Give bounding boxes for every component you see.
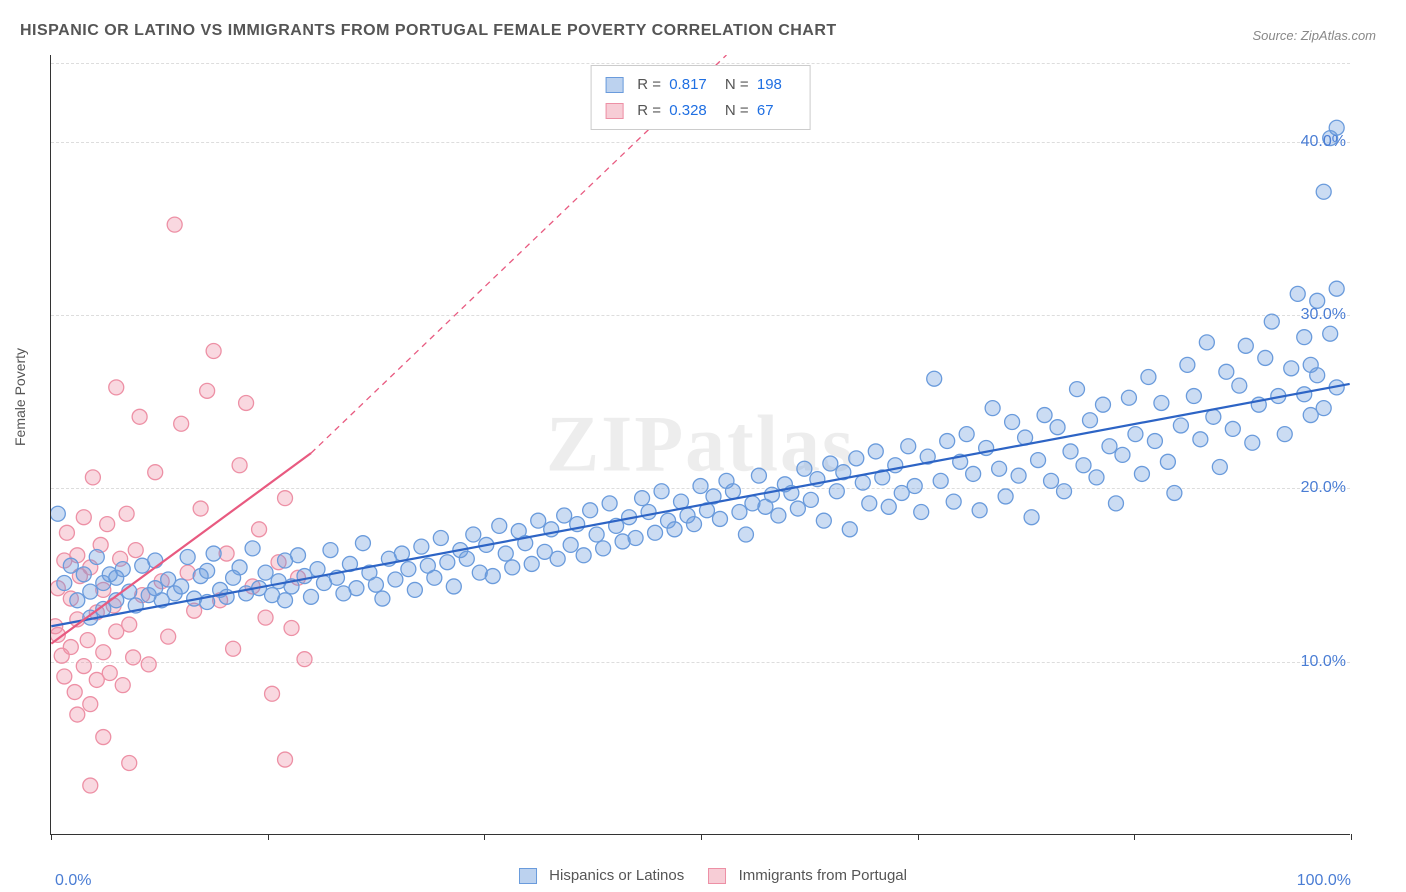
source-label: Source: ZipAtlas.com [1252,28,1376,43]
x-tick [484,834,485,840]
pink-n-value: 67 [757,102,774,119]
series-legend: Hispanics or Latinos Immigrants from Por… [499,867,907,884]
legend-blue-swatch-icon [519,868,537,884]
y-tick-label: 20.0% [1301,479,1346,497]
x-tick [51,834,52,840]
x-tick [1134,834,1135,840]
stats-legend: R = 0.817 N = 198 R = 0.328 N = 67 [590,65,811,130]
pink-swatch-icon [605,103,623,119]
blue-n-value: 198 [757,76,782,93]
y-tick-label: 40.0% [1301,133,1346,151]
legend-blue-label: Hispanics or Latinos [549,867,684,884]
x-max-label: 100.0% [1297,872,1351,890]
scatter-svg [51,55,1350,834]
y-axis-label: Female Poverty [12,348,28,446]
x-min-label: 0.0% [55,872,91,890]
chart-title: HISPANIC OR LATINO VS IMMIGRANTS FROM PO… [20,22,837,40]
x-tick [701,834,702,840]
legend-pink-label: Immigrants from Portugal [739,867,907,884]
y-tick-label: 10.0% [1301,653,1346,671]
y-tick-label: 30.0% [1301,306,1346,324]
blue-r-value: 0.817 [669,76,707,93]
x-tick [268,834,269,840]
blue-swatch-icon [605,77,623,93]
x-tick [918,834,919,840]
plot-area: ZIPatlas R = 0.817 N = 198 R = 0.328 N =… [50,55,1350,835]
x-tick [1351,834,1352,840]
pink-r-value: 0.328 [669,102,707,119]
legend-pink-swatch-icon [708,868,726,884]
